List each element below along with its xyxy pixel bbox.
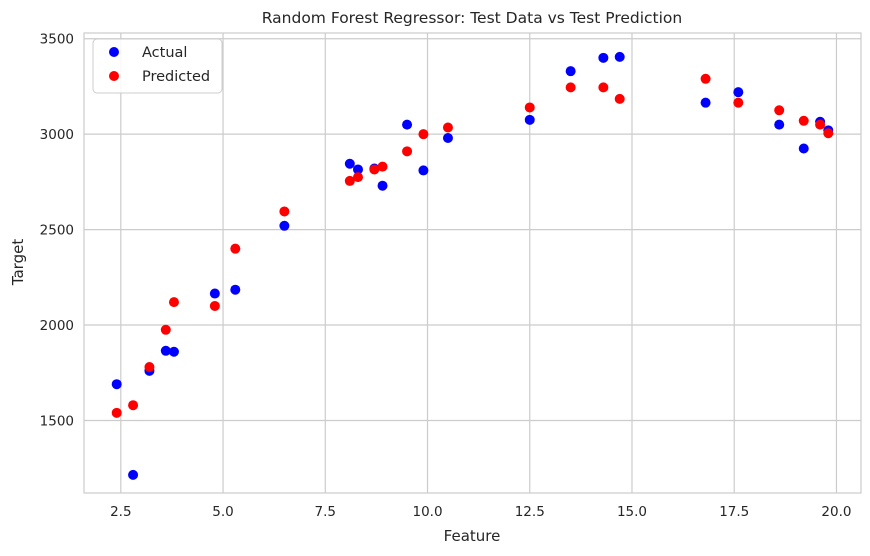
data-point-actual — [418, 165, 429, 176]
data-point-predicted — [598, 82, 609, 93]
legend-marker-actual — [109, 47, 119, 57]
data-point-actual — [614, 51, 625, 62]
data-point-predicted — [402, 146, 413, 157]
chart-title: Random Forest Regressor: Test Data vs Te… — [262, 9, 683, 27]
data-point-predicted — [700, 73, 711, 84]
data-point-actual — [565, 66, 576, 77]
data-point-actual — [111, 379, 122, 390]
x-axis-label: Feature — [444, 527, 501, 545]
x-tick-label: 20.0 — [821, 504, 851, 520]
data-point-predicted — [209, 300, 220, 311]
data-point-actual — [344, 158, 355, 169]
data-point-actual — [377, 180, 388, 191]
y-tick-label: 2000 — [40, 318, 74, 334]
data-point-actual — [598, 52, 609, 63]
data-point-predicted — [823, 128, 834, 139]
x-tick-label: 7.5 — [315, 504, 336, 520]
data-point-actual — [168, 346, 179, 357]
data-point-predicted — [442, 122, 453, 133]
x-tick-label: 17.5 — [719, 504, 749, 520]
legend-label-predicted: Predicted — [142, 69, 210, 85]
data-point-predicted — [111, 407, 122, 418]
data-point-actual — [700, 97, 711, 108]
data-point-actual — [209, 288, 220, 299]
data-point-predicted — [279, 206, 290, 217]
data-point-actual — [402, 119, 413, 130]
data-point-predicted — [230, 243, 241, 254]
data-point-predicted — [565, 82, 576, 93]
data-point-predicted — [614, 93, 625, 104]
data-point-predicted — [344, 175, 355, 186]
data-point-actual — [733, 87, 744, 98]
y-tick-label: 3500 — [40, 32, 74, 48]
data-point-actual — [279, 220, 290, 231]
y-tick-label: 1500 — [40, 413, 74, 429]
data-point-predicted — [144, 362, 155, 373]
data-point-predicted — [369, 164, 380, 175]
data-point-actual — [442, 132, 453, 143]
legend-label-actual: Actual — [142, 45, 187, 61]
data-point-actual — [160, 345, 171, 356]
x-tick-label: 2.5 — [110, 504, 131, 520]
plot-background — [84, 33, 861, 493]
data-point-predicted — [160, 324, 171, 335]
data-point-actual — [524, 114, 535, 125]
series-predicted — [111, 73, 834, 418]
y-tick-label: 2500 — [40, 223, 74, 239]
y-tick-label: 3000 — [40, 127, 74, 143]
data-point-actual — [230, 284, 241, 295]
data-point-actual — [128, 469, 139, 480]
data-point-predicted — [352, 172, 363, 183]
plot-area: 2.5 5.0 7.5 10.0 12.5 15.0 17.5 20.0 1500 2000 250… — [40, 32, 862, 520]
y-axis-label: Target — [9, 239, 27, 287]
data-point-predicted — [128, 400, 139, 411]
data-point-predicted — [524, 102, 535, 113]
plot-frame — [83, 32, 862, 494]
data-point-actual — [774, 119, 785, 130]
x-tick-label: 12.5 — [515, 504, 545, 520]
data-point-predicted — [418, 129, 429, 140]
data-point-actual — [798, 143, 809, 154]
legend-marker-predicted — [109, 71, 119, 81]
legend-box — [92, 38, 223, 94]
data-point-predicted — [377, 161, 388, 172]
data-point-actual — [352, 164, 363, 175]
data-point-predicted — [798, 115, 809, 126]
x-tick-label: 10.0 — [412, 504, 442, 520]
data-point-predicted — [815, 119, 826, 130]
series-actual — [111, 51, 834, 480]
x-tick-label: 5.0 — [212, 504, 233, 520]
data-point-predicted — [774, 105, 785, 116]
x-tick-label: 15.0 — [617, 504, 647, 520]
data-point-predicted — [733, 97, 744, 108]
data-point-predicted — [168, 297, 179, 308]
legend: Actual Predicted — [92, 38, 223, 94]
